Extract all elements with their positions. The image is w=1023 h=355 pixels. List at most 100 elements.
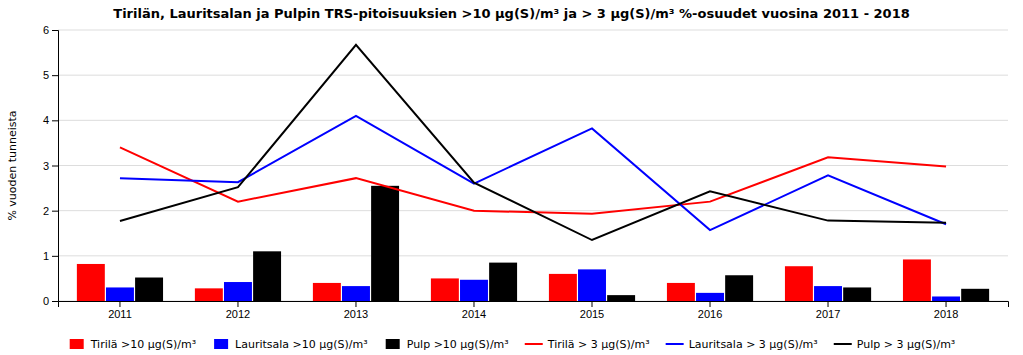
- bar: [725, 275, 753, 301]
- tick-mark: [52, 30, 58, 31]
- legend: Tirilä >10 μg(S)/m³ Lauritsala >10 μg(S)/…: [70, 338, 956, 351]
- tick-label: 5: [43, 69, 49, 81]
- grid-line: [58, 120, 1008, 121]
- bar: [106, 287, 134, 301]
- tick: 2013: [344, 301, 368, 320]
- tick-mark: [52, 211, 58, 212]
- legend-label: Pulp > 3 μg(S)/m³: [857, 338, 956, 351]
- tick: 5: [43, 69, 58, 81]
- tick: 2: [43, 205, 58, 217]
- tick-mark: [828, 301, 829, 307]
- line: [120, 45, 946, 240]
- tick-mark: [237, 301, 238, 307]
- marks: [77, 45, 989, 301]
- plot: 0 1 2 3 4 5 6 2011 2012 2013 2014 2015 2016 2017 2018: [43, 24, 1009, 320]
- legend-label: Tirilä >10 μg(S)/m³: [90, 338, 196, 351]
- legend-label: Lauritsala >10 μg(S)/m³: [235, 338, 368, 351]
- legend-item: Lauritsala >10 μg(S)/m³: [214, 338, 368, 351]
- tick-label: 2016: [698, 308, 722, 320]
- tick-label: 6: [43, 24, 49, 36]
- bar: [607, 295, 635, 301]
- legend-swatch: [666, 343, 684, 345]
- tick-mark: [52, 256, 58, 257]
- y-axis: 0 1 2 3 4 5 6: [43, 24, 59, 307]
- tick-mark: [52, 75, 58, 76]
- bar: [313, 283, 341, 301]
- x-axis: 2011 2012 2013 2014 2015 2016 2017 2018: [59, 301, 1009, 320]
- tick-label: 2014: [462, 308, 486, 320]
- bar: [77, 264, 105, 301]
- bar-series: [77, 259, 931, 301]
- tick-label: 2013: [344, 308, 368, 320]
- tick: 6: [43, 24, 58, 36]
- tick-mark: [710, 301, 711, 307]
- line: [120, 116, 946, 230]
- tick: 2018: [934, 301, 958, 320]
- tick: 2014: [462, 301, 486, 320]
- legend-swatch: [834, 343, 852, 345]
- tick: 0: [43, 295, 58, 307]
- grid: [58, 30, 1008, 301]
- tick: 2012: [226, 301, 250, 320]
- tick-label: 0: [43, 295, 49, 307]
- tick-label: 2: [43, 205, 49, 217]
- axis-line: [59, 302, 1009, 308]
- bar: [785, 266, 813, 301]
- bar: [667, 283, 695, 301]
- bar-series: [135, 186, 989, 301]
- tick-label: 2017: [816, 308, 840, 320]
- title: Tirilän, Lauritsalan ja Pulpin TRS-pitoi…: [113, 6, 909, 21]
- axis-line: [52, 31, 59, 302]
- tick: 2015: [580, 301, 604, 320]
- bar: [371, 186, 399, 301]
- tick-mark: [592, 301, 593, 307]
- tick-label: 2015: [580, 308, 604, 320]
- chart: Tirilän, Lauritsalan ja Pulpin TRS-pitoi…: [0, 0, 1023, 355]
- bar: [431, 278, 459, 301]
- bar: [903, 259, 931, 301]
- tick-mark: [946, 301, 947, 307]
- tick-label: 2018: [934, 308, 958, 320]
- bar: [961, 289, 989, 301]
- legend-swatch: [525, 343, 543, 345]
- legend-item: Pulp > 3 μg(S)/m³: [834, 338, 956, 351]
- grid-line: [58, 255, 1008, 256]
- tick-label: 1: [43, 250, 49, 262]
- tick: 1: [43, 250, 58, 262]
- bar: [253, 251, 281, 301]
- bar: [843, 287, 871, 301]
- tick-mark: [355, 301, 356, 307]
- bar: [489, 263, 517, 301]
- tick: 3: [43, 160, 58, 172]
- bar: [342, 286, 370, 301]
- bar: [135, 278, 163, 301]
- bar: [195, 288, 223, 301]
- tick-mark: [119, 301, 120, 307]
- tick-mark: [52, 166, 58, 167]
- grid-line: [58, 30, 1008, 31]
- tick: 2011: [108, 301, 132, 320]
- legend-label: Tirilä > 3 μg(S)/m³: [547, 338, 650, 351]
- tick: 2017: [816, 301, 840, 320]
- legend-swatch: [214, 339, 228, 349]
- bar: [932, 296, 960, 301]
- tick-label: 4: [43, 114, 49, 126]
- legend-label: Lauritsala > 3 μg(S)/m³: [689, 338, 818, 351]
- legend-label: Pulp >10 μg(S)/m³: [407, 338, 509, 351]
- tick-label: 2012: [226, 308, 250, 320]
- tick: 4: [43, 114, 58, 126]
- tick-label: 3: [43, 160, 49, 172]
- bar: [549, 274, 577, 301]
- tick-mark: [52, 120, 58, 121]
- legend-swatch: [70, 339, 84, 349]
- grid-line: [58, 75, 1008, 76]
- tick-mark: [473, 301, 474, 307]
- tick-label: 2011: [108, 308, 132, 320]
- tick-mark: [52, 301, 58, 302]
- bar: [460, 280, 488, 301]
- legend-item: Lauritsala > 3 μg(S)/m³: [666, 338, 818, 351]
- bar: [814, 286, 842, 301]
- grid-line: [58, 165, 1008, 166]
- legend-item: Tirilä >10 μg(S)/m³: [70, 338, 196, 351]
- tick: 2016: [698, 301, 722, 320]
